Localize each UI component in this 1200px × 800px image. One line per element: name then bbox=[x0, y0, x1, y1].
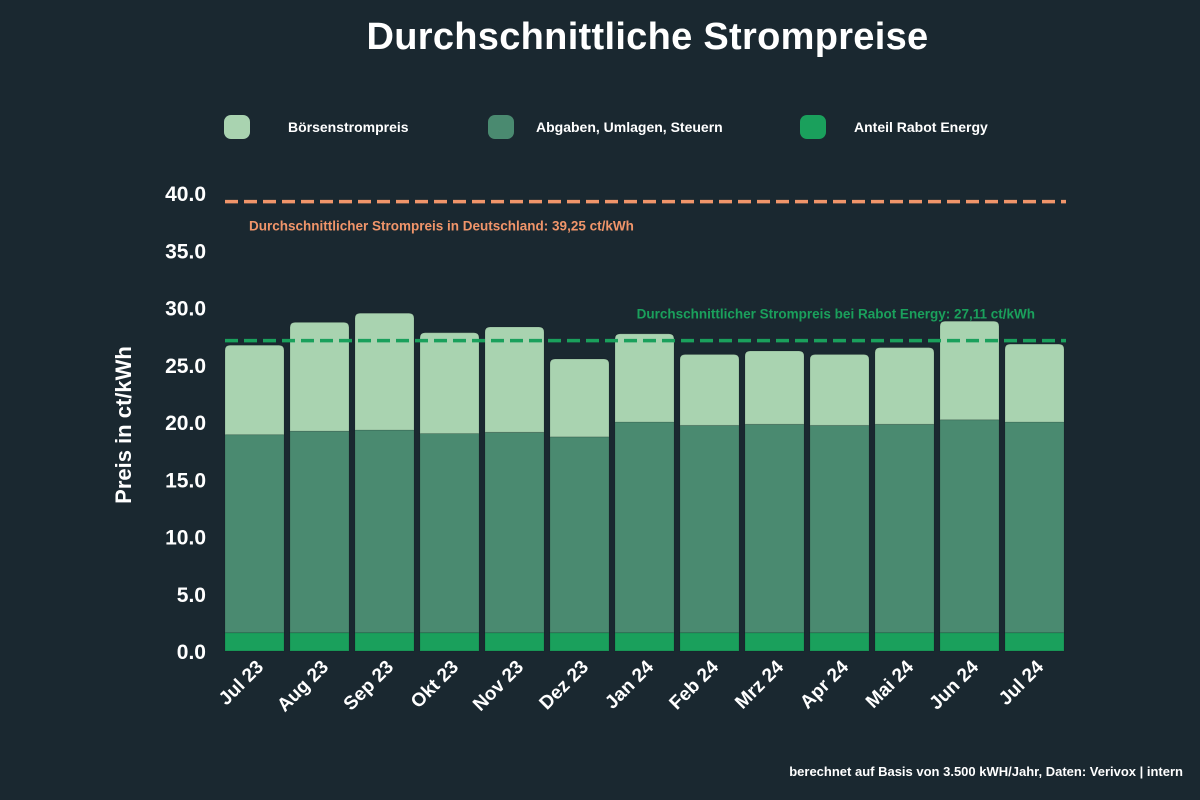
bar-segment-abgaben-umlagen-steuern bbox=[549, 436, 610, 634]
bar-segment-abgaben-umlagen-steuern bbox=[744, 423, 805, 634]
footnote: berechnet auf Basis von 3.500 kWH/Jahr, … bbox=[789, 764, 1183, 779]
y-tick-label: 10.0 bbox=[165, 527, 206, 550]
bar-stack-nov-23 bbox=[484, 326, 545, 652]
y-axis-label: Preis in ct/kWh bbox=[111, 346, 136, 504]
bar-segment-boersenstrompreis bbox=[874, 347, 935, 425]
bar-segment-boersenstrompreis bbox=[744, 350, 805, 425]
bar-stack-sep-23 bbox=[354, 312, 415, 652]
bar-segment-abgaben-umlagen-steuern bbox=[419, 432, 480, 634]
bar-segment-anteil-rabot-energy bbox=[614, 632, 675, 652]
legend-item-abgaben: Abgaben, Umlagen, Steuern bbox=[488, 114, 723, 140]
bar-segment-boersenstrompreis bbox=[809, 353, 870, 426]
y-tick-label: 25.0 bbox=[165, 355, 206, 378]
bar-segment-anteil-rabot-energy bbox=[484, 632, 545, 652]
legend-item-boersenstrompreis: Börsenstrompreis bbox=[224, 114, 409, 140]
bar-segment-anteil-rabot-energy bbox=[224, 632, 285, 652]
bar-stack-jan-24 bbox=[614, 333, 675, 652]
x-tick-label: Jan 24 bbox=[601, 656, 658, 713]
bar-segment-abgaben-umlagen-steuern bbox=[289, 430, 350, 634]
bar-segment-abgaben-umlagen-steuern bbox=[354, 429, 415, 634]
bar-segment-anteil-rabot-energy bbox=[679, 632, 740, 652]
bar-stack-dez-23 bbox=[549, 358, 610, 652]
x-tick-label: Jun 24 bbox=[926, 656, 984, 714]
bar-segment-anteil-rabot-energy bbox=[289, 632, 350, 652]
x-tick-label: Mai 24 bbox=[862, 656, 918, 712]
bar-segment-anteil-rabot-energy bbox=[549, 632, 610, 652]
x-tick-label: Feb 24 bbox=[666, 656, 724, 714]
y-tick-label: 15.0 bbox=[165, 469, 206, 492]
x-tick-label: Nov 23 bbox=[469, 657, 528, 716]
bar-segment-boersenstrompreis bbox=[419, 332, 480, 434]
bar-stack-mrz-24 bbox=[744, 350, 805, 652]
bar-stack-okt-23 bbox=[419, 332, 480, 652]
bar-segment-abgaben-umlagen-steuern bbox=[614, 421, 675, 634]
x-tick-label: Apr 24 bbox=[796, 656, 853, 713]
legend-swatch-boersenstrompreis bbox=[224, 115, 250, 139]
bar-segment-boersenstrompreis bbox=[354, 312, 415, 431]
bar-segment-abgaben-umlagen-steuern bbox=[224, 434, 285, 634]
bar-segment-boersenstrompreis bbox=[224, 344, 285, 436]
bar-segment-abgaben-umlagen-steuern bbox=[679, 424, 740, 634]
x-tick-label: Mrz 24 bbox=[731, 656, 788, 713]
bar-segment-anteil-rabot-energy bbox=[1004, 632, 1065, 652]
reference-label-rabot: Durchschnittlicher Strompreis bei Rabot … bbox=[637, 307, 1035, 322]
legend-label-rabot: Anteil Rabot Energy bbox=[854, 119, 988, 135]
x-tick-label: Dez 23 bbox=[536, 657, 593, 714]
bar-segment-abgaben-umlagen-steuern bbox=[1004, 421, 1065, 634]
bar-segment-boersenstrompreis bbox=[679, 353, 740, 426]
y-tick-label: 20.0 bbox=[165, 412, 206, 435]
bar-segment-boersenstrompreis bbox=[939, 320, 1000, 421]
x-tick-label: Jul 23 bbox=[215, 657, 268, 710]
y-tick-label: 30.0 bbox=[165, 298, 206, 321]
bar-segment-anteil-rabot-energy bbox=[744, 632, 805, 652]
x-tick-label: Sep 23 bbox=[340, 657, 398, 715]
x-tick-label: Okt 23 bbox=[407, 657, 463, 713]
chart-title: Durchschnittliche Strompreise bbox=[366, 16, 929, 58]
bar-segment-boersenstrompreis bbox=[614, 333, 675, 423]
bar-segment-boersenstrompreis bbox=[289, 321, 350, 432]
bar-stack-jul-24 bbox=[1004, 343, 1065, 652]
bar-segment-anteil-rabot-energy bbox=[939, 632, 1000, 652]
bar-stack-mai-24 bbox=[874, 347, 935, 652]
reference-lines: Durchschnittlicher Strompreis in Deutsch… bbox=[225, 199, 1066, 343]
bar-segment-anteil-rabot-energy bbox=[419, 632, 480, 652]
bar-stack-apr-24 bbox=[809, 353, 870, 652]
bar-segment-anteil-rabot-energy bbox=[809, 632, 870, 652]
reference-label-germany: Durchschnittlicher Strompreis in Deutsch… bbox=[249, 219, 634, 234]
y-tick-label: 35.0 bbox=[165, 240, 206, 263]
bar-segment-anteil-rabot-energy bbox=[874, 632, 935, 652]
bar-segment-abgaben-umlagen-steuern bbox=[809, 424, 870, 634]
bar-segment-boersenstrompreis bbox=[1004, 343, 1065, 423]
bar-stack-jun-24 bbox=[939, 320, 1000, 652]
legend-swatch-rabot bbox=[800, 115, 826, 139]
legend-label-abgaben: Abgaben, Umlagen, Steuern bbox=[536, 119, 723, 135]
y-axis: 0.0 5.0 10.0 15.0 20.0 25.0 30.0 35.0 40.0 bbox=[165, 183, 206, 664]
legend-label-boersenstrompreis: Börsenstrompreis bbox=[288, 119, 409, 135]
x-tick-label: Aug 23 bbox=[273, 657, 333, 717]
bar-segment-abgaben-umlagen-steuern bbox=[874, 423, 935, 634]
legend-swatch-abgaben bbox=[488, 115, 514, 139]
bar-segment-anteil-rabot-energy bbox=[354, 632, 415, 652]
y-tick-label: 40.0 bbox=[165, 183, 206, 206]
bar-segment-boersenstrompreis bbox=[549, 358, 610, 438]
y-tick-label: 5.0 bbox=[177, 584, 206, 607]
bar-stack-aug-23 bbox=[289, 321, 350, 652]
bar-stack-jul-23 bbox=[224, 344, 285, 652]
bar-stack-feb-24 bbox=[679, 353, 740, 652]
legend-item-rabot: Anteil Rabot Energy bbox=[800, 114, 988, 140]
bar-segment-boersenstrompreis bbox=[484, 326, 545, 433]
bar-segment-abgaben-umlagen-steuern bbox=[939, 419, 1000, 634]
y-tick-label: 0.0 bbox=[177, 641, 206, 664]
bar-segment-abgaben-umlagen-steuern bbox=[484, 431, 545, 634]
x-tick-label: Jul 24 bbox=[995, 656, 1048, 709]
bars bbox=[224, 312, 1065, 652]
x-axis: Jul 23 Aug 23 Sep 23 Okt 23 Nov 23 Dez 23 Jan … bbox=[215, 656, 1048, 716]
